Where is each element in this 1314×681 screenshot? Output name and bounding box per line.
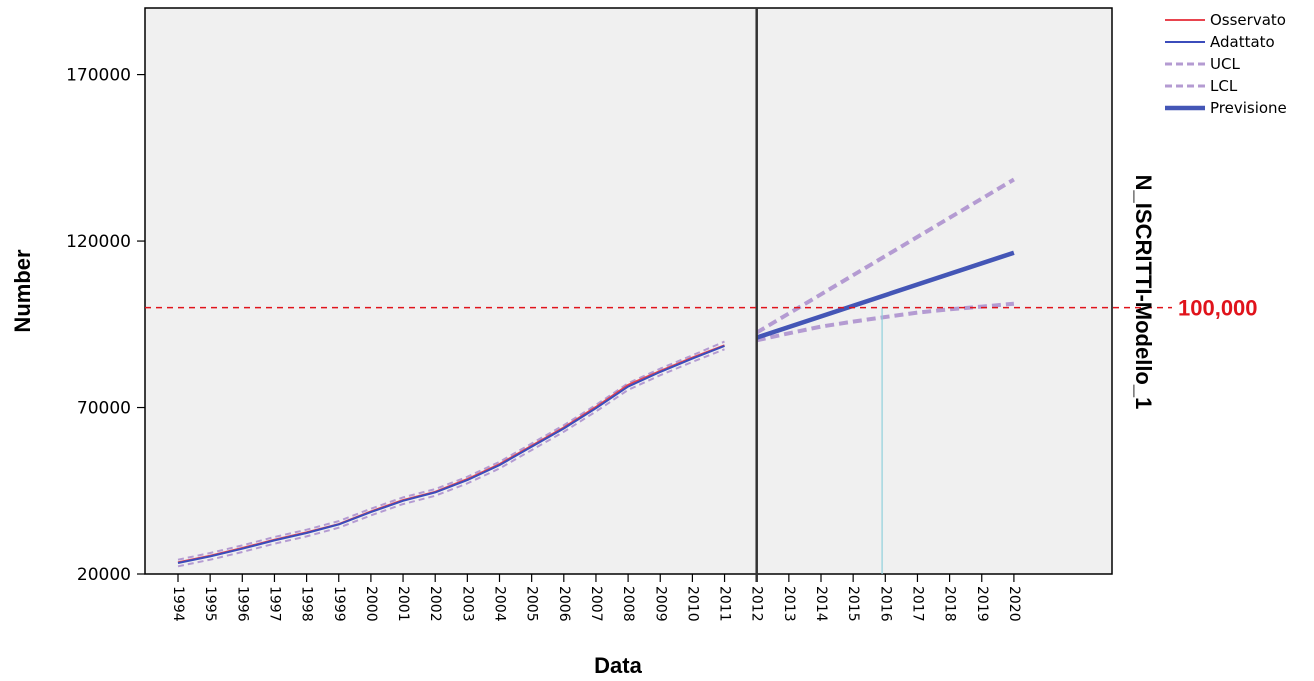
series-line-lcl <box>177 348 725 568</box>
x-tick-label: 2003 <box>459 586 475 622</box>
model-title: N_ISCRITTI-Modello_1 <box>1131 175 1156 410</box>
x-tick-label: 1996 <box>234 586 250 622</box>
y-tick-label: 20000 <box>77 565 131 585</box>
y-tick-label: 170000 <box>66 66 131 86</box>
y-tick-label: 120000 <box>66 232 131 252</box>
x-tick-label: 2004 <box>492 586 508 622</box>
x-tick-label: 2006 <box>556 586 572 622</box>
y-tick-label: 70000 <box>77 399 131 419</box>
plot-background <box>144 7 1113 575</box>
x-tick-label: 2016 <box>877 586 893 622</box>
x-tick-label: 2013 <box>781 586 797 622</box>
x-tick-label: 1994 <box>170 586 186 622</box>
x-tick-label: 1999 <box>331 586 347 622</box>
x-tick-label: 2002 <box>427 586 443 622</box>
x-tick-label: 1998 <box>299 586 315 622</box>
x-tick-label: 2018 <box>942 586 958 622</box>
x-axis-title: Data <box>594 653 642 678</box>
series-line-previsione <box>755 250 1015 340</box>
x-tick-label: 2001 <box>395 586 411 622</box>
x-tick-label: 1995 <box>202 586 218 622</box>
x-tick-label: 2007 <box>588 586 604 622</box>
x-tick-label: 2010 <box>684 586 700 622</box>
x-tick-label: 2015 <box>845 586 861 622</box>
x-tick-label: 2020 <box>1006 586 1022 622</box>
legend: Osservato Adattato UCL LCL Previsione <box>1165 11 1287 117</box>
x-tick-label: 2014 <box>813 586 829 622</box>
x-tick-label: 1997 <box>266 586 282 622</box>
series-line-ucl <box>177 340 725 561</box>
legend-label-lcl: LCL <box>1210 77 1238 95</box>
x-tick-label: 2012 <box>749 586 765 622</box>
legend-label-previsione: Previsione <box>1210 99 1287 117</box>
y-axis-ticks: 20000 70000 120000 170000 <box>66 66 145 585</box>
series-line-adattato <box>177 344 725 564</box>
legend-label-osservato: Osservato <box>1210 11 1286 29</box>
legend-label-adattato: Adattato <box>1210 33 1275 51</box>
x-tick-label: 2000 <box>363 586 379 622</box>
x-axis-ticks: 1994 1995 1996 1997 1998 1999 2000 2001 2002 2003… <box>170 574 1022 622</box>
x-tick-label: 2011 <box>717 586 733 622</box>
y-axis-title: Number <box>10 249 35 333</box>
legend-label-ucl: UCL <box>1210 55 1240 73</box>
reference-line-label: 100,000 <box>1178 296 1258 321</box>
x-tick-label: 2008 <box>620 586 636 622</box>
x-tick-label: 2017 <box>909 586 925 622</box>
x-tick-label: 2019 <box>974 586 990 622</box>
x-tick-label: 2005 <box>524 586 540 622</box>
x-tick-label: 2009 <box>652 586 668 622</box>
